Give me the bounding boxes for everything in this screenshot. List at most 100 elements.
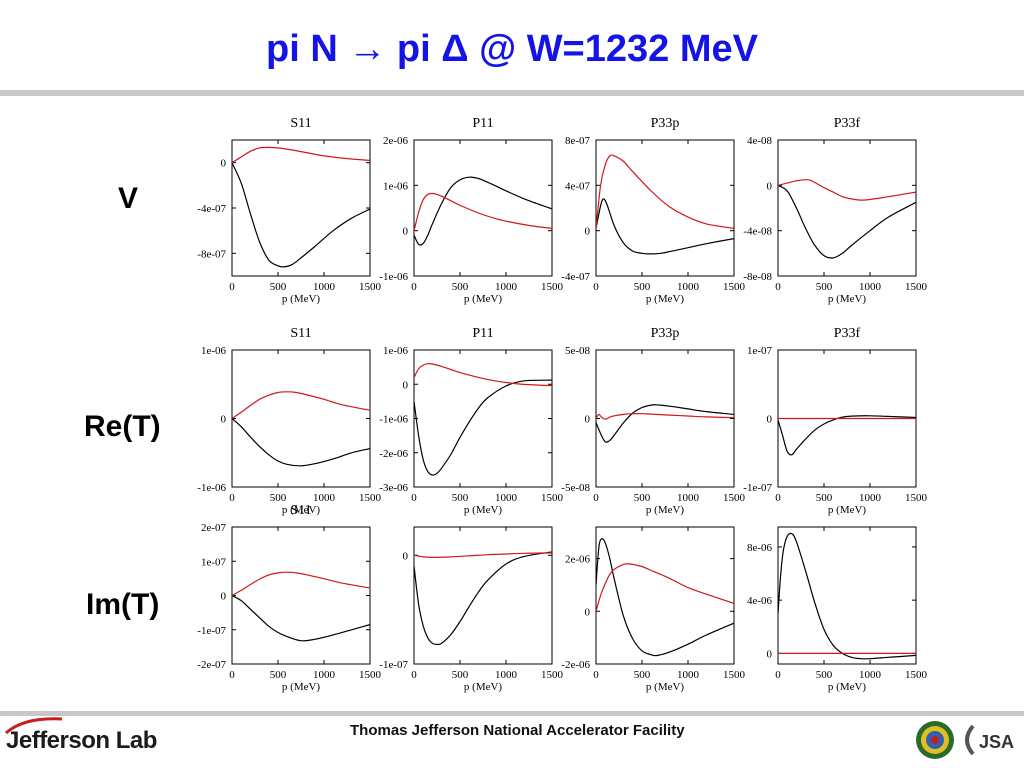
- row-label-v: V: [118, 182, 139, 215]
- panel-title: P11: [472, 116, 493, 131]
- y-tick-label: 0: [767, 414, 773, 426]
- y-tick-label: 1e-07: [747, 345, 773, 357]
- series-line-black: [232, 162, 370, 268]
- x-axis-label: p (MeV): [464, 293, 503, 305]
- chart-panel-6: P11 0 500 1000 1500 p (MeV) 1e-06 0 -1e-06 -2e-06…: [379, 326, 563, 516]
- y-tick-label: 0: [585, 606, 591, 618]
- x-tick-label: 0: [775, 281, 781, 293]
- x-tick-label: 0: [775, 492, 781, 504]
- jlab-swoosh-icon: [5, 717, 63, 735]
- y-tick-label: 0: [767, 180, 773, 192]
- y-tick-label: 4e-06: [747, 595, 773, 607]
- series-line-red: [232, 571, 370, 597]
- y-tick-label: -5e-08: [561, 482, 590, 494]
- x-tick-label: 1500: [359, 281, 382, 293]
- y-tick-label: 5e-08: [565, 345, 591, 357]
- y-tick-label: 2e-07: [201, 522, 227, 534]
- y-tick-label: 8e-06: [747, 542, 773, 554]
- x-tick-label: 1500: [723, 669, 746, 681]
- series-line-black: [414, 379, 552, 476]
- x-tick-label: 1000: [859, 492, 882, 504]
- series-line-black: [414, 176, 552, 246]
- y-tick-label: -1e-07: [379, 659, 408, 671]
- x-axis-label: p (MeV): [828, 293, 867, 305]
- x-tick-label: 1000: [859, 281, 882, 293]
- x-tick-label: 1500: [541, 281, 564, 293]
- panel-title: S11: [290, 116, 311, 131]
- x-tick-label: 500: [816, 669, 833, 681]
- y-tick-label: 1e-06: [383, 345, 409, 357]
- y-tick-label: -4e-07: [561, 271, 590, 283]
- x-tick-label: 0: [411, 492, 417, 504]
- plot-frame: [231, 349, 371, 488]
- x-axis-label: p (MeV): [282, 504, 321, 516]
- x-tick-label: 0: [411, 669, 417, 681]
- y-tick-label: -1e-07: [197, 625, 226, 637]
- y-tick-label: 4e-08: [747, 135, 773, 147]
- series-line-red: [232, 391, 370, 419]
- y-tick-label: -8e-07: [197, 248, 226, 260]
- panel-title: P33p: [651, 116, 680, 131]
- x-axis-label: p (MeV): [464, 504, 503, 516]
- panel-title: P11: [472, 326, 493, 341]
- series-line-red: [596, 413, 734, 420]
- series-line-black: [232, 594, 370, 642]
- x-tick-label: 0: [593, 281, 599, 293]
- series-line-black: [778, 184, 916, 259]
- plot-frame: [413, 526, 553, 665]
- series-line-black: [596, 198, 734, 255]
- series-line-red: [414, 552, 552, 559]
- x-tick-label: 1000: [859, 669, 882, 681]
- series-line-red: [778, 179, 916, 201]
- y-tick-label: 0: [403, 379, 409, 391]
- jefferson-lab-logo: Jefferson Lab: [5, 717, 157, 755]
- y-tick-label: 8e-07: [565, 135, 591, 147]
- panel-title: S11: [290, 326, 311, 341]
- plot-frame: [231, 139, 371, 277]
- x-tick-label: 1000: [495, 492, 518, 504]
- x-tick-label: 500: [452, 281, 469, 293]
- row-label-im-t: Im(T): [86, 588, 160, 621]
- x-axis-label: p (MeV): [646, 681, 685, 693]
- x-axis-label: p (MeV): [464, 681, 503, 693]
- x-axis-label: p (MeV): [646, 293, 685, 305]
- x-tick-label: 1500: [541, 492, 564, 504]
- series-line-black: [414, 551, 552, 646]
- x-tick-label: 1500: [905, 281, 928, 293]
- y-tick-label: -1e-06: [379, 271, 408, 283]
- x-tick-label: 1000: [495, 281, 518, 293]
- y-tick-label: 2e-06: [565, 554, 591, 566]
- y-tick-label: 0: [221, 414, 227, 426]
- panel-title: P33f: [834, 326, 861, 341]
- y-tick-label: 4e-07: [565, 180, 591, 192]
- slide-title: pi N → pi Δ @ W=1232 MeV: [266, 28, 758, 70]
- x-tick-label: 1000: [495, 669, 518, 681]
- x-axis-label: p (MeV): [282, 681, 321, 693]
- chart-panel-1: S11 0 500 1000 1500 p (MeV) 0 -4e-07 -8e-07: [197, 116, 381, 305]
- x-tick-label: 1000: [677, 281, 700, 293]
- chart-panel-9: S11 0 500 1000 1500 p (MeV) 2e-07 1e-07 0 -1e-07 -…: [197, 503, 381, 693]
- x-tick-label: 500: [270, 492, 287, 504]
- y-tick-label: -2e-06: [379, 448, 408, 460]
- y-tick-label: -3e-06: [379, 482, 408, 494]
- x-tick-label: 0: [229, 669, 235, 681]
- y-tick-label: -1e-07: [743, 482, 772, 494]
- chart-panel-12: 0 500 1000 1500 p (MeV) 8e-06 4e-06 0: [747, 526, 928, 693]
- series-line-black: [232, 418, 370, 467]
- plot-frame: [595, 349, 735, 488]
- chart-panel-4: P33f 0 500 1000 1500 p (MeV) 4e-08 0 -4e-08 -8e-0…: [743, 116, 927, 305]
- y-tick-label: 0: [767, 648, 773, 660]
- series-line-black: [596, 404, 734, 443]
- y-tick-label: 1e-06: [383, 180, 409, 192]
- y-tick-label: -4e-07: [197, 203, 226, 215]
- y-tick-label: 1e-06: [201, 345, 227, 357]
- y-tick-label: -1e-06: [379, 414, 408, 426]
- x-tick-label: 0: [229, 492, 235, 504]
- series-line-red: [414, 192, 552, 231]
- jsa-text: JSA: [979, 732, 1014, 752]
